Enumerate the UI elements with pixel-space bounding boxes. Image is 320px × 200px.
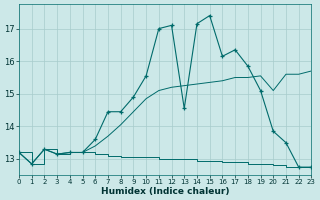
X-axis label: Humidex (Indice chaleur): Humidex (Indice chaleur) (101, 187, 229, 196)
